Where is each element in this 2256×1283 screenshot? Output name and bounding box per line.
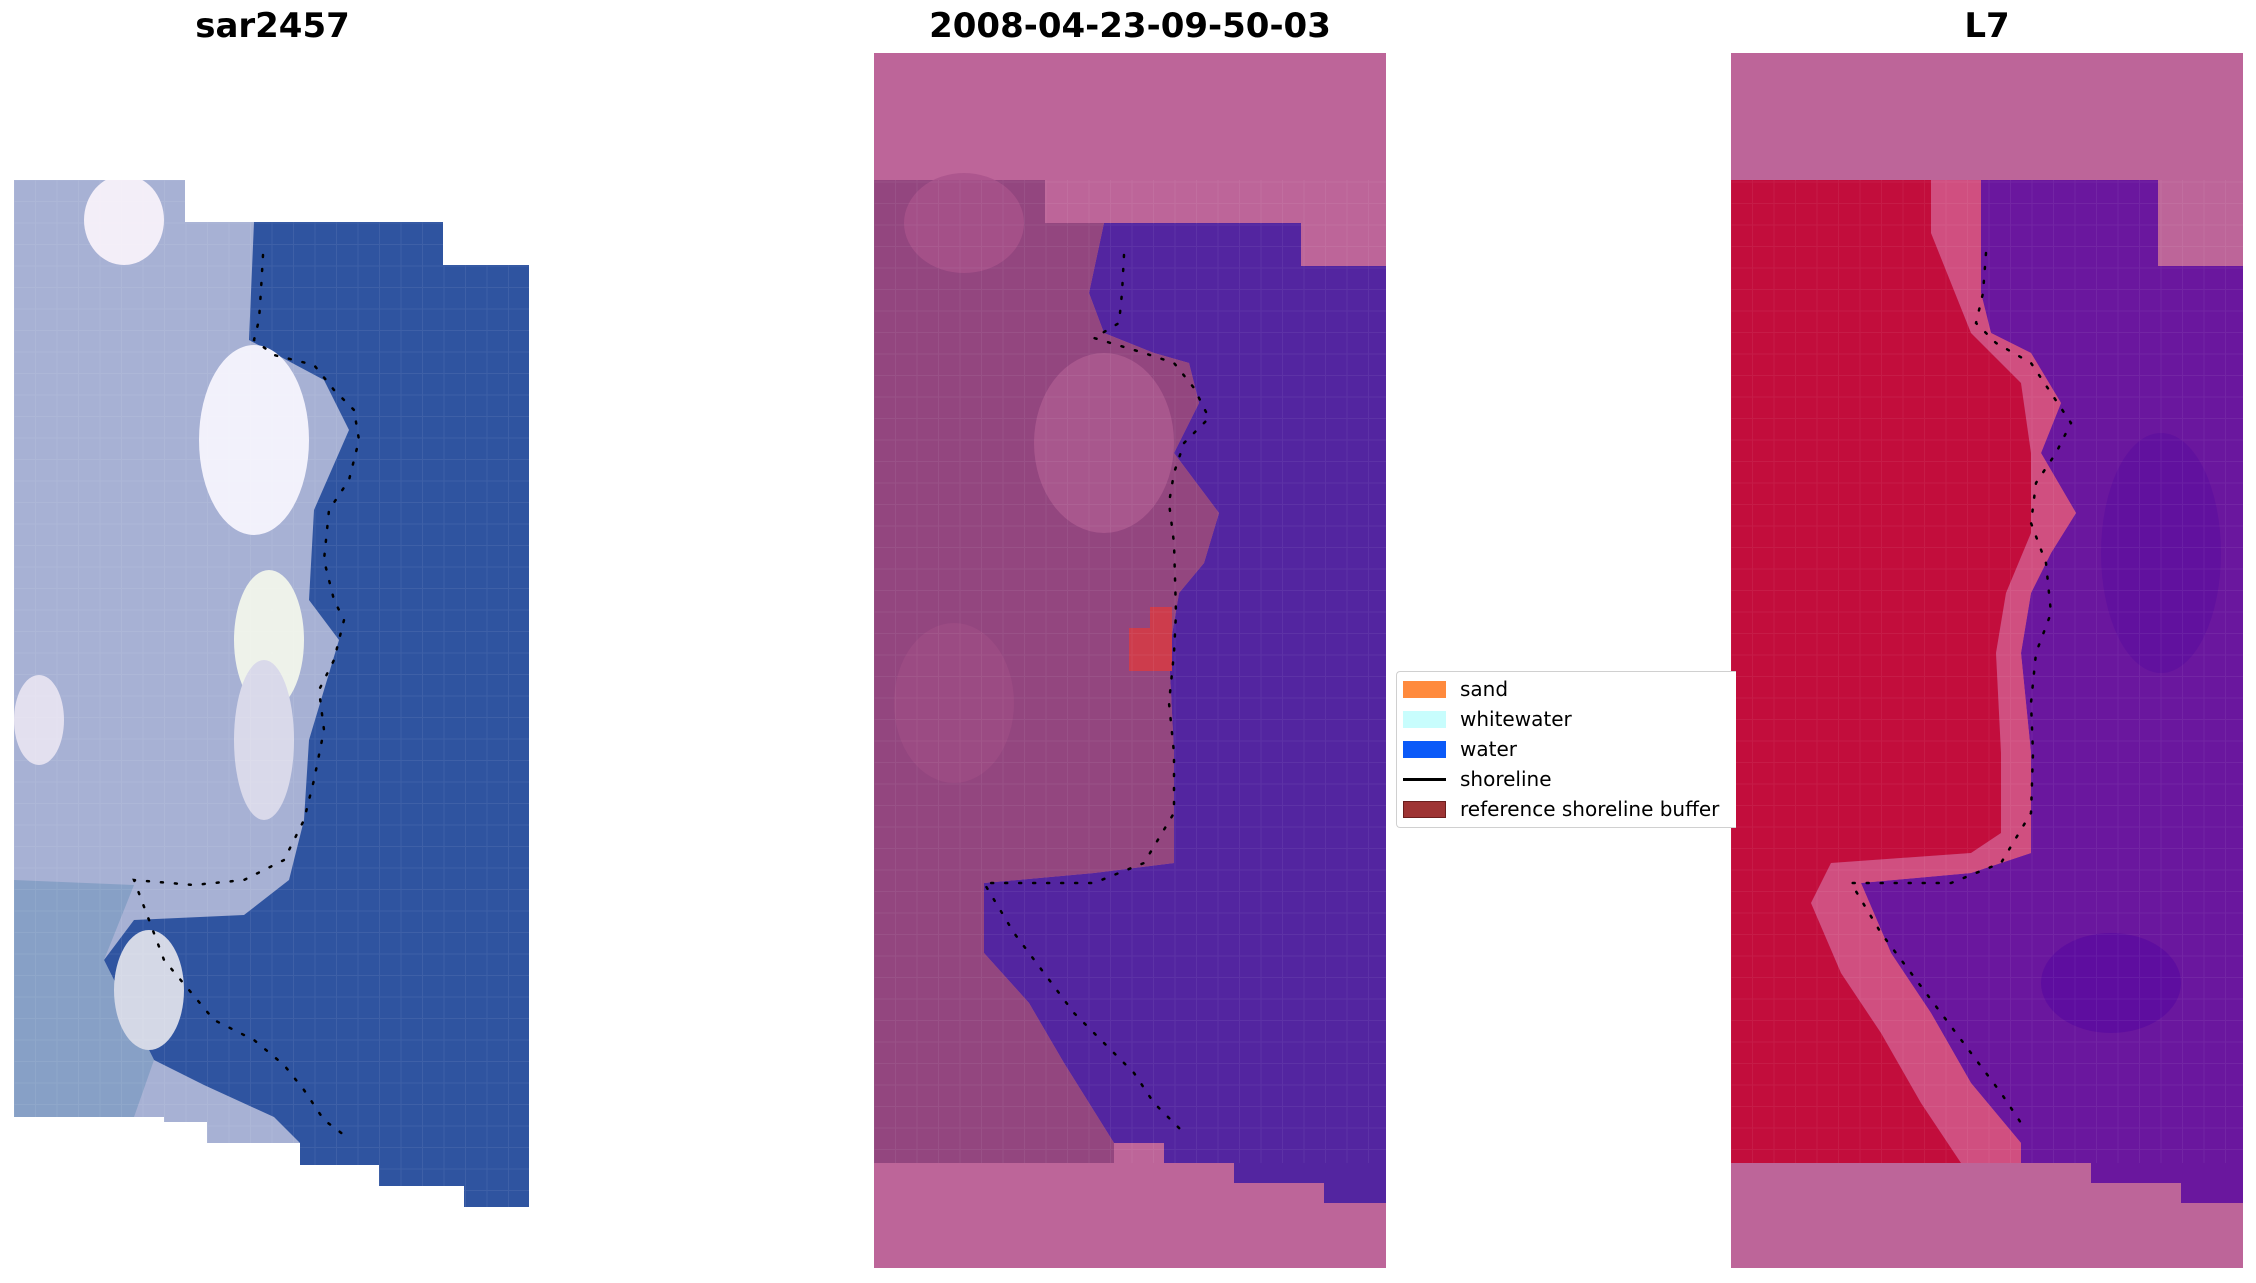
- rgb-bright-sand: [114, 930, 184, 1050]
- legend-item-reference-buffer: reference shoreline buffer: [1403, 797, 1719, 821]
- legend-item-sand: sand: [1403, 677, 1508, 701]
- legend-item-shoreline: shoreline: [1403, 767, 1552, 791]
- legend-swatch-sand: [1403, 680, 1446, 698]
- legend: sand whitewater water shoreline referenc…: [1396, 671, 1736, 828]
- legend-item-whitewater: whitewater: [1403, 707, 1572, 731]
- classified-land-light: [904, 173, 1024, 273]
- legend-label-water: water: [1460, 737, 1517, 761]
- shoreline-dotted: [981, 253, 1211, 1135]
- rgb-image-panel: [14, 180, 529, 1207]
- classified-land-light: [894, 623, 1014, 783]
- rgb-bright-sand: [199, 345, 309, 535]
- legend-label-sand: sand: [1460, 677, 1509, 701]
- panel-title-rgb: sar2457: [195, 6, 350, 46]
- legend-label-reference-buffer: reference shoreline buffer: [1460, 797, 1720, 821]
- classified-land-light: [1034, 353, 1174, 533]
- reference-shoreline-buffer-patch: [1150, 607, 1172, 628]
- legend-swatch-water: [1403, 740, 1446, 758]
- reference-shoreline-buffer-patch: [1129, 628, 1172, 671]
- legend-item-water: water: [1403, 737, 1517, 761]
- index-water-dark: [2041, 933, 2181, 1033]
- index-image-panel: [1731, 53, 2243, 1268]
- index-water-dark: [2101, 433, 2221, 673]
- panel-title-classification: 2008-04-23-09-50-03: [929, 6, 1331, 46]
- legend-label-whitewater: whitewater: [1460, 707, 1572, 731]
- legend-swatch-whitewater: [1403, 710, 1446, 728]
- legend-line-shoreline: [1403, 777, 1446, 781]
- classification-panel: [874, 53, 1386, 1268]
- legend-swatch-reference-buffer: [1403, 800, 1446, 818]
- panel-title-index: L7: [1964, 6, 2010, 46]
- rgb-bright-sand: [14, 675, 64, 765]
- rgb-bright-sand: [234, 660, 294, 820]
- legend-label-shoreline: shoreline: [1460, 767, 1552, 791]
